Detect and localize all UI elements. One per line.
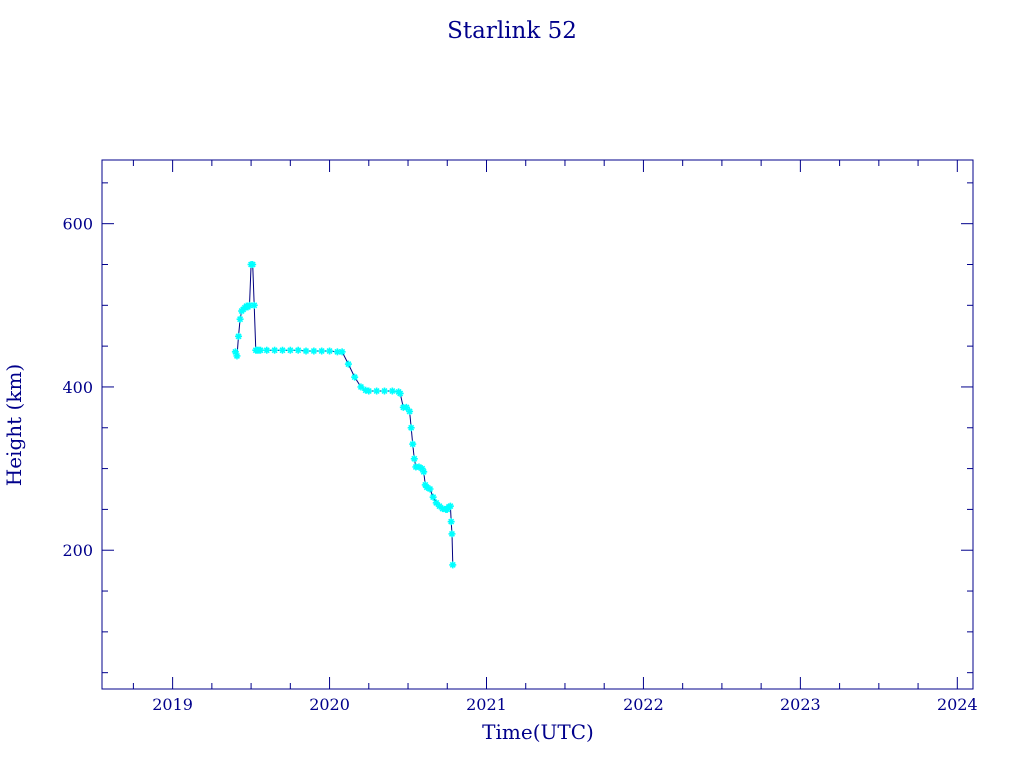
data-point [286, 346, 294, 354]
data-point [448, 530, 456, 538]
data-point [236, 315, 244, 323]
data-point [235, 332, 243, 340]
data-point [406, 407, 414, 415]
data-point [449, 561, 457, 569]
data-point [407, 424, 415, 432]
data-point [338, 348, 346, 356]
data-point [249, 260, 257, 268]
x-tick-label: 2019 [152, 695, 193, 714]
y-tick-label: 600 [62, 215, 93, 234]
data-point [344, 360, 352, 368]
data-point [278, 346, 286, 354]
data-point [294, 346, 302, 354]
data-point [365, 387, 373, 395]
data-point [257, 346, 265, 354]
x-axis: 2019 2020 2021 2022 2023 2024 [132, 160, 978, 714]
data-point [409, 440, 417, 448]
series-line-group [234, 264, 454, 565]
y-tick-label: 200 [62, 541, 93, 560]
data-point [326, 347, 334, 355]
x-tick-label: 2024 [937, 695, 978, 714]
y-axis-label: Height (km) [2, 364, 26, 486]
data-point [446, 502, 454, 510]
data-point [380, 387, 388, 395]
data-point [447, 518, 455, 526]
data-point [318, 347, 326, 355]
data-point [233, 352, 241, 360]
data-point [429, 493, 437, 501]
data-point [263, 346, 271, 354]
data-point [388, 387, 396, 395]
data-point [302, 347, 310, 355]
data-point [396, 389, 404, 397]
x-tick-label: 2021 [466, 695, 507, 714]
y-axis: 200 400 600 [62, 182, 973, 674]
chart-title: Starlink 52 [447, 18, 577, 44]
x-tick-label: 2020 [309, 695, 350, 714]
x-tick-label: 2022 [623, 695, 664, 714]
y-tick-label: 400 [62, 378, 93, 397]
data-point [246, 301, 254, 309]
data-point [250, 301, 258, 309]
data-point [271, 346, 279, 354]
data-point [420, 468, 428, 476]
series-line [234, 264, 454, 565]
data-point [351, 373, 359, 381]
data-point [373, 387, 381, 395]
x-axis-label: Time(UTC) [482, 720, 594, 744]
data-point [426, 485, 434, 493]
data-point [410, 455, 418, 463]
series-points-group [231, 260, 457, 569]
data-point [357, 383, 365, 391]
plot-frame [101, 159, 974, 690]
data-point [333, 348, 341, 356]
data-point [310, 347, 318, 355]
x-tick-label: 2023 [780, 695, 821, 714]
